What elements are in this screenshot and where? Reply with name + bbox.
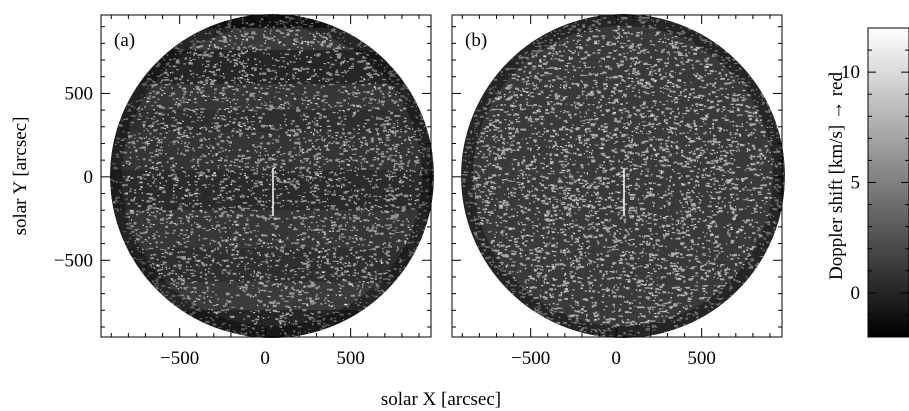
panel-label-a: (a) — [114, 30, 135, 51]
plot-frame-b — [451, 14, 783, 338]
colorbar: 0 5 10 Doppler shift [km/s] → red — [826, 27, 909, 338]
ticks-b: −500 0 500 — [452, 15, 782, 369]
x-tick-label: 500 — [336, 348, 365, 369]
colorbar-label: Doppler shift [km/s] → red — [826, 72, 847, 280]
y-axis-title: solar Y [arcsec] — [10, 117, 31, 236]
panel-b: −500 0 500 (b) — [451, 14, 785, 369]
x-tick-label: −500 — [160, 348, 199, 369]
colorbar-tick-label: 10 — [841, 62, 860, 83]
plot-frame-a — [100, 14, 432, 338]
x-tick-label: −500 — [511, 348, 550, 369]
solar-disk-map-a — [110, 14, 434, 338]
y-tick-label: 0 — [84, 167, 94, 188]
limb-ring — [461, 14, 785, 338]
speckle-white — [110, 14, 434, 338]
x-tick-label: 0 — [260, 348, 270, 369]
colorbar-tick-label: 0 — [851, 283, 861, 304]
solar-disk-map-b — [461, 14, 785, 338]
scan-band — [110, 110, 434, 132]
x-axis-title: solar X [arcsec] — [381, 389, 501, 410]
colorbar-tick-label: 5 — [851, 173, 861, 194]
limb-ring — [110, 14, 434, 338]
panel-a: −500 0 500 −500 0 500 (a) — [54, 14, 434, 369]
speckle-bright — [461, 14, 785, 338]
y-tick-label: 500 — [65, 83, 94, 104]
x-tick-label: 0 — [611, 348, 621, 369]
colorbar-ticks: 0 5 10 — [841, 49, 909, 316]
y-tick-label: −500 — [54, 250, 93, 271]
x-tick-label: 500 — [687, 348, 716, 369]
ticks-a: −500 0 500 −500 0 500 — [54, 15, 431, 369]
panel-label-b: (b) — [465, 30, 487, 51]
